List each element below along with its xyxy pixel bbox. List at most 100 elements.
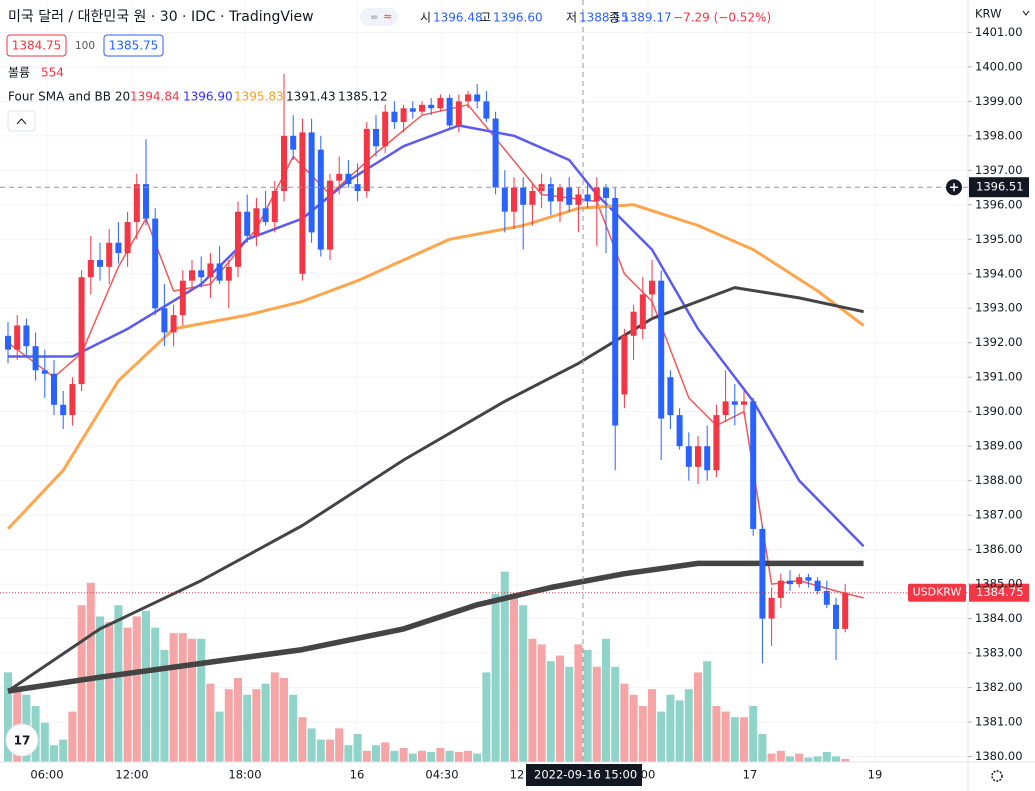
volume-bar — [574, 644, 583, 762]
indicator-value: 1394.84 — [130, 90, 180, 104]
candle-body — [198, 270, 205, 278]
indicator-name: Four SMA and BB 20 — [8, 90, 130, 104]
volume-bar — [215, 711, 224, 762]
candle-body — [685, 446, 692, 467]
volume-bar — [767, 753, 776, 762]
currency[interactable]: KRW — [975, 7, 1001, 21]
volume-bar — [620, 683, 629, 762]
volume-bar — [418, 750, 426, 762]
buy-button[interactable] — [103, 34, 164, 57]
candle-body — [557, 187, 563, 202]
sma-line — [7, 286, 864, 693]
candle-body — [143, 184, 149, 219]
candle-body — [492, 118, 499, 188]
tv-logo[interactable] — [5, 723, 39, 757]
y-tick-label: 1399.00 — [975, 94, 1023, 108]
y-tick-label: 1393.00 — [975, 301, 1023, 315]
volume-bar — [832, 756, 840, 762]
candle-body — [363, 128, 370, 192]
candle-body — [336, 173, 343, 181]
candle-body — [842, 592, 849, 629]
volume-layer — [4, 571, 850, 762]
ohlc-change: −7.29 (−0.52%) — [673, 11, 771, 25]
volume-bar — [123, 627, 132, 762]
candle-body — [179, 280, 186, 316]
volume-bar — [50, 745, 58, 762]
candle-body — [253, 208, 260, 236]
volume-bar — [519, 605, 528, 762]
volume-bar — [611, 666, 620, 762]
candle-body — [207, 263, 214, 278]
volume-bar — [454, 751, 463, 762]
volume-bar — [694, 672, 702, 762]
candle-body — [676, 415, 683, 447]
volume-bar — [730, 717, 739, 762]
y-tick-label: 1380.00 — [975, 749, 1023, 763]
crosshair-time: 15:00 — [604, 768, 637, 782]
volume-bar — [482, 672, 491, 762]
ohlc-value: 1389.17 — [622, 11, 672, 25]
candle-body — [23, 325, 30, 347]
volume-bar — [206, 683, 215, 762]
settings-icon[interactable] — [991, 770, 1003, 782]
indicator-value: 1396.90 — [183, 90, 233, 104]
x-tick-label: 04:30 — [425, 768, 458, 782]
y-tick-label: 1383.00 — [975, 646, 1023, 660]
candle-body — [60, 404, 67, 416]
collapse-button[interactable] — [7, 110, 36, 132]
y-tick-label: 1391.00 — [975, 370, 1023, 384]
candle-body — [354, 184, 361, 192]
overlay: USDKRW 1384.75 1396.51 — [0, 0, 1029, 762]
candle-body — [593, 187, 600, 202]
volume-bar — [243, 694, 252, 762]
candle-body — [317, 149, 324, 250]
ohlc-label: 저 — [566, 11, 577, 25]
crosshair-price-tag — [969, 177, 1029, 198]
symbol-tag-text: USDKRW — [913, 586, 962, 599]
volume-bar — [703, 661, 712, 762]
candle-body — [658, 280, 665, 419]
candle-body — [759, 528, 766, 619]
candle-body — [722, 401, 729, 416]
volume-bar — [362, 750, 371, 762]
candle-body — [69, 384, 76, 416]
volume-bar — [712, 706, 721, 762]
volume-bar — [390, 750, 399, 762]
ohlc-legend: 시 1396.48고 1396.60 저 1388.15종 1389.17 — [420, 11, 672, 25]
volume-bar — [592, 666, 601, 762]
sell-button[interactable] — [6, 34, 67, 57]
volume-bar — [583, 650, 592, 762]
tv-logo-mark: 17 — [14, 734, 31, 748]
candle-body — [695, 446, 701, 467]
volume-bar — [740, 717, 748, 762]
x-tick-label: 06:00 — [30, 768, 63, 782]
volume-bar — [298, 717, 307, 762]
volume-bar — [500, 571, 509, 762]
symbol-title: 미국 달러 / 대한민국 원 · 30 · IDC · TradingView — [8, 9, 314, 25]
candle-body — [833, 604, 839, 629]
volume-bar — [841, 758, 850, 762]
y-tick-label: 1394.00 — [975, 266, 1023, 280]
candle-body — [87, 259, 94, 278]
candle-body — [768, 597, 775, 619]
volume-bar — [86, 582, 95, 762]
volume-label: 볼륨 — [8, 66, 30, 80]
volume-bar — [675, 700, 684, 762]
status-badge[interactable] — [360, 8, 398, 26]
volume-bar — [68, 711, 77, 762]
volume-bar — [132, 616, 141, 762]
candle-body — [170, 315, 177, 333]
volume-bar — [316, 739, 325, 762]
volume-bar — [234, 678, 242, 762]
volume-bar — [160, 650, 169, 762]
volume-bar — [602, 638, 610, 762]
candle-body — [14, 325, 21, 350]
ohlc-value: 1396.48 — [433, 11, 483, 25]
candle-body — [575, 194, 582, 205]
y-tick-label: 1384.00 — [975, 611, 1023, 625]
ohlc-label: 종 — [609, 11, 620, 25]
symbol-tag — [908, 583, 966, 602]
volume-bar — [261, 683, 270, 762]
candle-body — [520, 187, 527, 205]
volume-bar — [776, 750, 785, 762]
